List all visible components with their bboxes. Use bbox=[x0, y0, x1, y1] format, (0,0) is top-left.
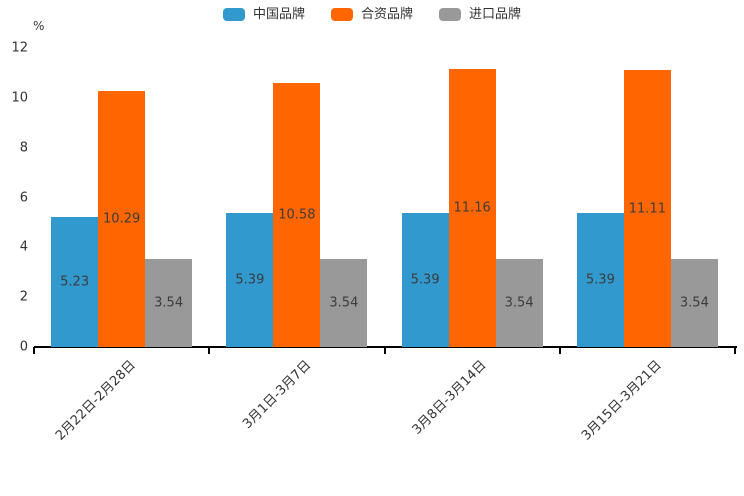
legend-swatch-icon bbox=[222, 8, 245, 21]
legend-item-1[interactable]: 合资品牌 bbox=[330, 7, 413, 22]
y-axis-tick-label: 0 bbox=[19, 339, 28, 355]
bar-进口品牌-2 bbox=[495, 258, 543, 347]
x-axis-category-label: 2月22日-2月28日 bbox=[53, 357, 140, 444]
bar-合资品牌-3 bbox=[623, 70, 671, 347]
legend-item-2[interactable]: 进口品牌 bbox=[439, 8, 521, 21]
bar-value-label: 5.39 bbox=[410, 272, 440, 288]
legend-item-label: 进口品牌 bbox=[469, 7, 522, 22]
x-axis-category-label: 3月15日-3月21日 bbox=[579, 357, 665, 444]
bar-value-label: 5.23 bbox=[60, 274, 90, 290]
bar-进口品牌-3 bbox=[670, 258, 718, 347]
x-axis-tick-mark bbox=[558, 347, 561, 354]
bar-进口品牌-0 bbox=[145, 258, 193, 347]
bar-value-label: 11.11 bbox=[628, 201, 666, 217]
x-axis-line bbox=[34, 346, 737, 348]
x-axis-category-label: 3月1日-3月7日 bbox=[240, 357, 315, 432]
y-axis-tick-label: 8 bbox=[19, 140, 28, 156]
bar-进口品牌-1 bbox=[320, 258, 368, 347]
y-axis-unit-label: % bbox=[33, 19, 45, 33]
legend-swatch-icon bbox=[330, 8, 353, 21]
x-axis-category-label: 3月8日-3月14日 bbox=[409, 357, 490, 438]
bar-中国品牌-2 bbox=[401, 212, 449, 347]
y-axis-tick-label: 12 bbox=[11, 40, 28, 56]
bar-value-label: 3.54 bbox=[154, 295, 184, 311]
legend: 中国品牌 合资品牌 进口品牌 bbox=[0, 8, 744, 21]
bar-合资品牌-0 bbox=[98, 90, 146, 347]
legend-swatch-icon bbox=[439, 8, 461, 21]
bar-合资品牌-1 bbox=[273, 83, 321, 347]
bar-value-label: 3.54 bbox=[504, 295, 534, 311]
x-axis-tick-mark bbox=[208, 347, 211, 354]
y-axis-tick-label: 6 bbox=[19, 190, 28, 205]
y-axis-tick-label: 10 bbox=[11, 90, 28, 106]
x-axis-tick-mark bbox=[33, 347, 35, 354]
bar-value-label: 10.58 bbox=[278, 207, 316, 223]
legend-item-label: 合资品牌 bbox=[360, 7, 413, 22]
bar-中国品牌-3 bbox=[576, 212, 624, 347]
bar-value-label: 11.16 bbox=[453, 200, 491, 216]
x-axis-tick-mark bbox=[734, 347, 736, 354]
bar-中国品牌-1 bbox=[226, 212, 274, 347]
legend-item-label: 中国品牌 bbox=[252, 7, 305, 22]
x-axis-tick-mark bbox=[383, 347, 386, 354]
bar-value-label: 3.54 bbox=[679, 295, 709, 311]
bar-中国品牌-0 bbox=[51, 216, 99, 347]
bar-value-label: 5.39 bbox=[235, 272, 265, 288]
y-axis-tick-label: 2 bbox=[19, 289, 28, 305]
y-axis-tick-label: 4 bbox=[19, 239, 28, 255]
bar-value-label: 3.54 bbox=[329, 295, 359, 311]
legend-item-0[interactable]: 中国品牌 bbox=[222, 7, 305, 22]
bar-value-label: 10.29 bbox=[103, 211, 141, 227]
bar-value-label: 5.39 bbox=[585, 272, 615, 288]
bar-合资品牌-2 bbox=[448, 68, 496, 347]
